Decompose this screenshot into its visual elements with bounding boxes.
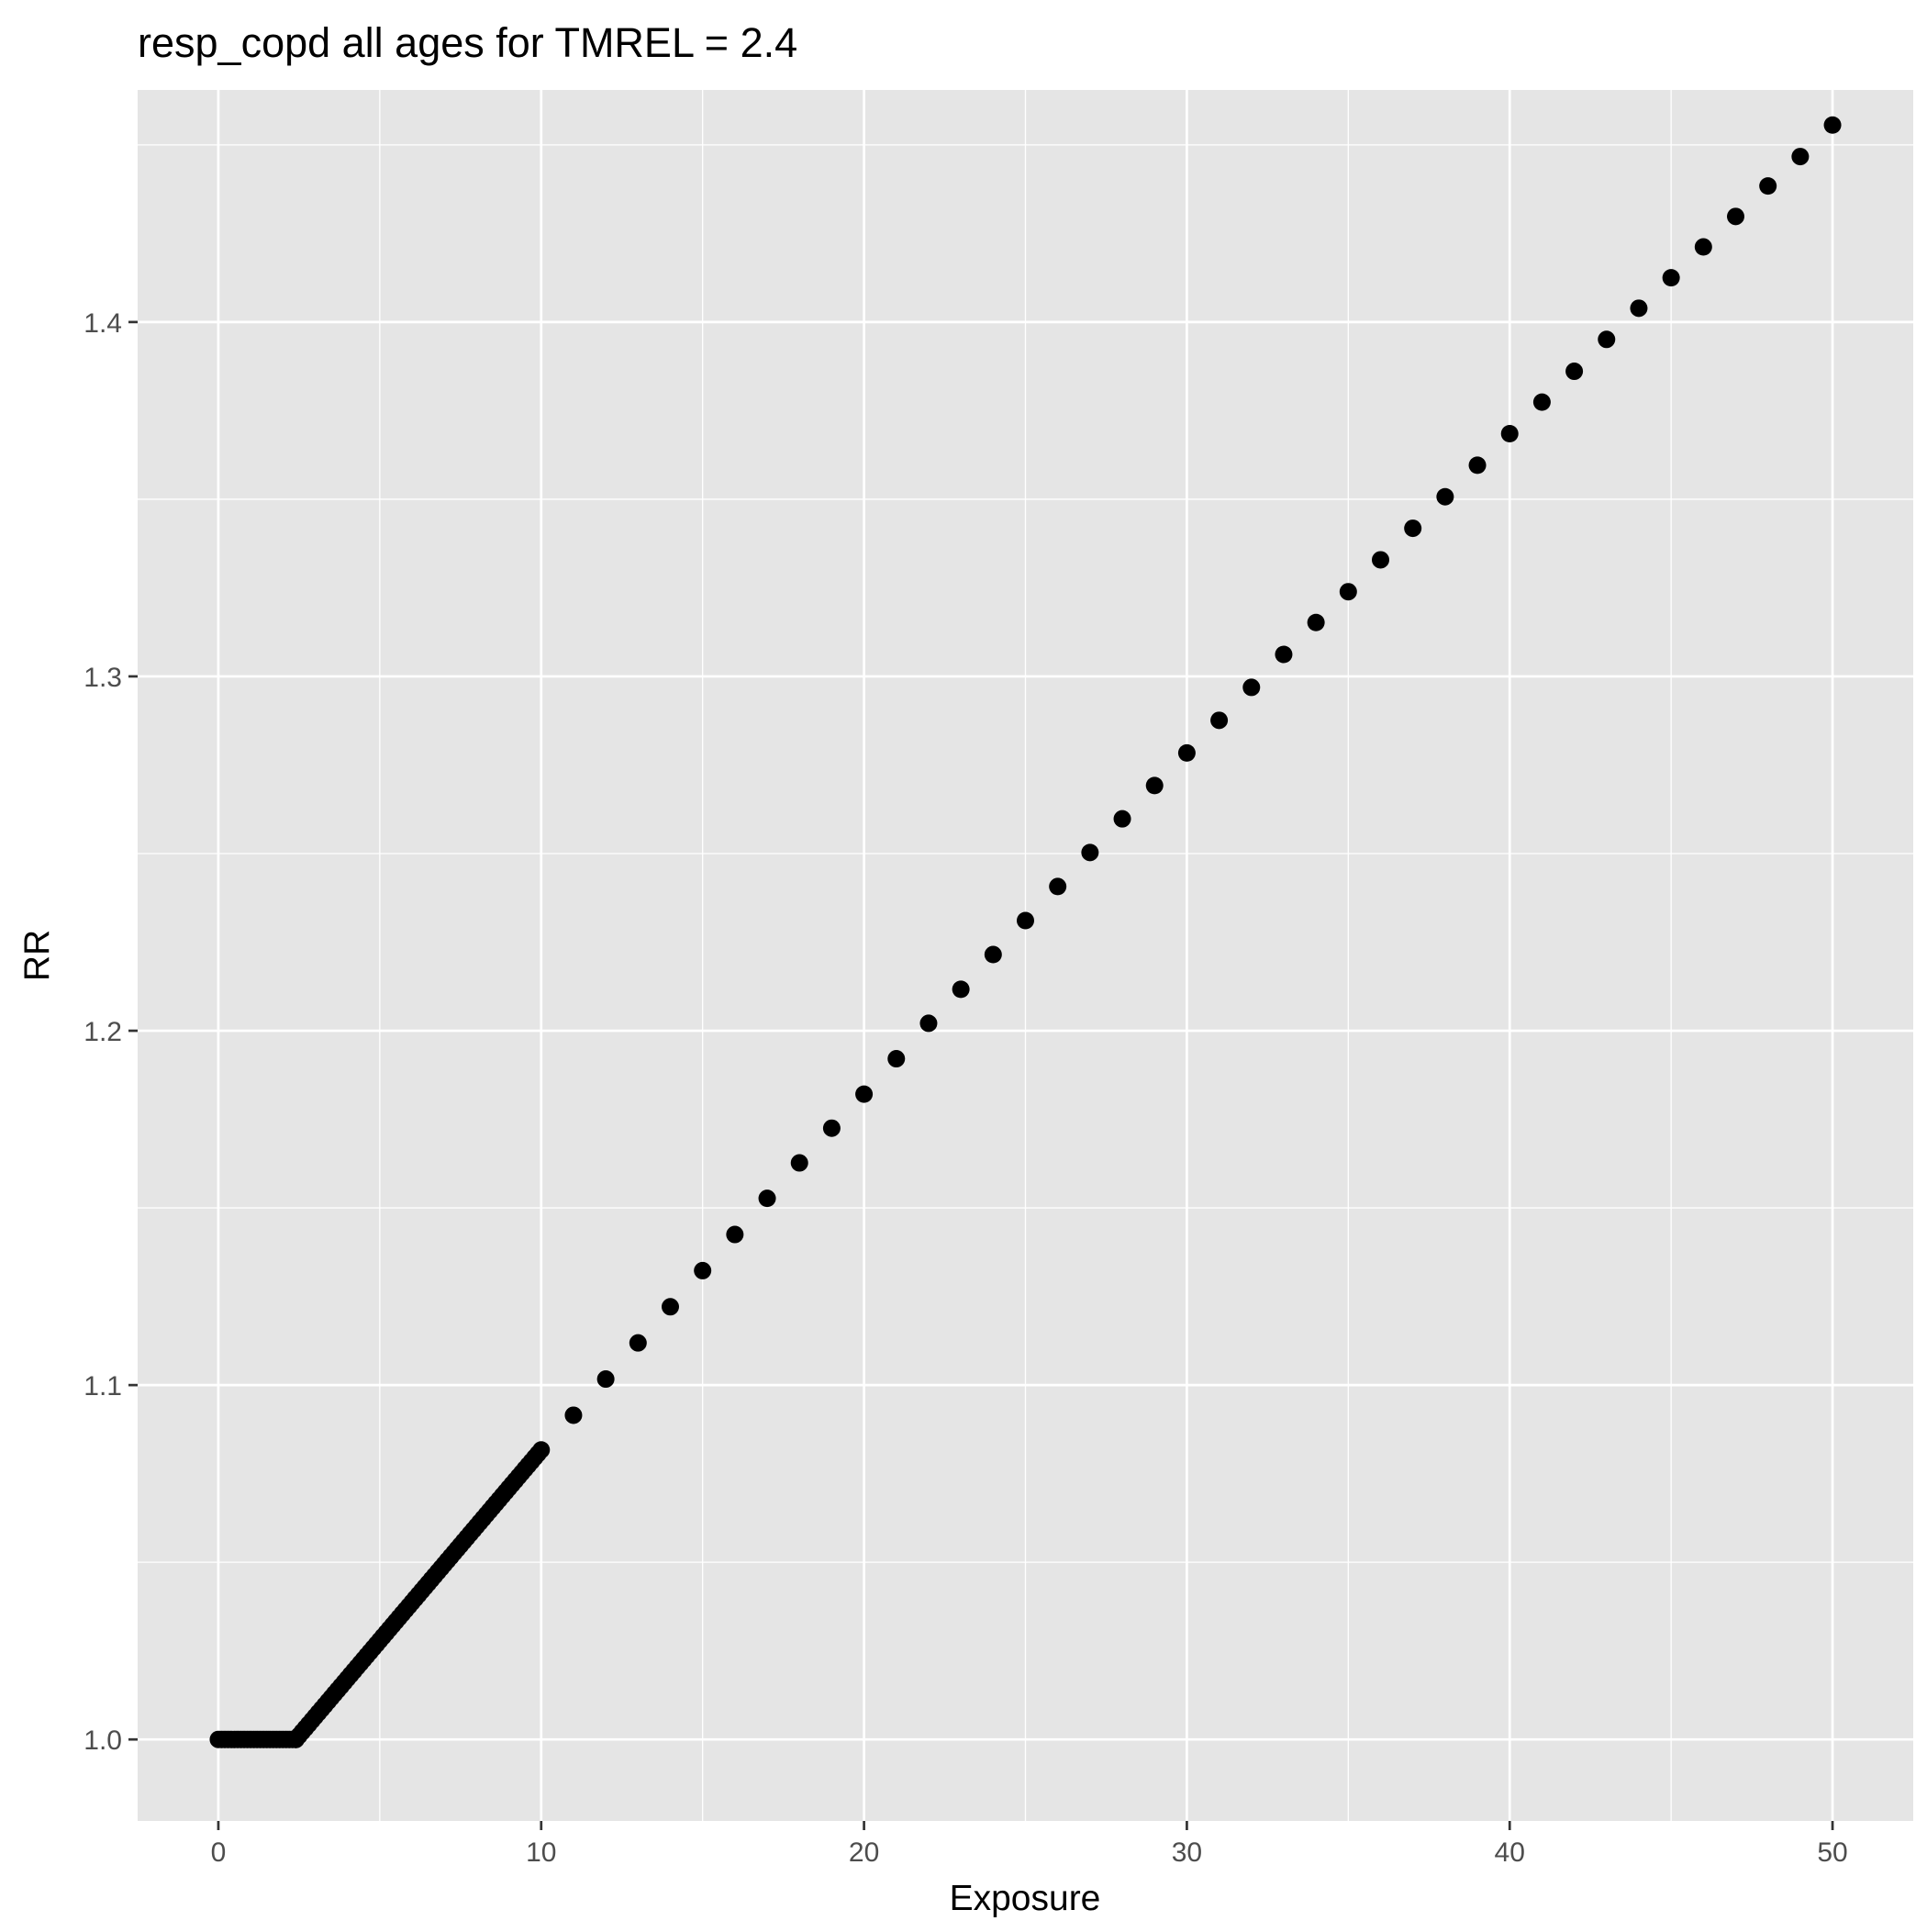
y-tick-label: 1.1 [84, 1371, 122, 1402]
data-point [564, 1406, 583, 1424]
data-point [887, 1050, 906, 1068]
x-tick-label: 30 [1172, 1837, 1202, 1868]
data-point [1242, 678, 1261, 697]
data-point [1565, 363, 1584, 381]
x-axis-title: Exposure [950, 1879, 1101, 1918]
major-gridlines [138, 90, 1913, 1821]
y-tick-label: 1.0 [84, 1725, 122, 1756]
data-point [1823, 116, 1842, 134]
x-axis: 0 10 20 30 40 50 [211, 1821, 1848, 1868]
data-point [822, 1119, 841, 1137]
data-point [1694, 238, 1712, 256]
data-point [758, 1189, 776, 1208]
data-point [629, 1334, 647, 1352]
data-point [1598, 330, 1616, 349]
data-point [1436, 487, 1454, 506]
y-axis: 1.0 1.1 1.2 1.3 1.4 [84, 308, 138, 1756]
data-point [952, 980, 970, 999]
data-point [596, 1370, 615, 1389]
data-point [1468, 456, 1487, 475]
data-point [1662, 269, 1680, 287]
data-point [1081, 843, 1099, 862]
data-point [1404, 519, 1422, 538]
data-point [919, 1014, 938, 1033]
data-point [1727, 207, 1744, 226]
data-points [209, 116, 1842, 1748]
data-point [726, 1225, 744, 1244]
x-tick-label: 50 [1817, 1837, 1847, 1868]
y-tick-label: 1.3 [84, 663, 122, 693]
data-point [1177, 743, 1196, 762]
x-tick-label: 20 [849, 1837, 879, 1868]
data-point [855, 1085, 874, 1103]
chart-title: resp_copd all ages for TMREL = 2.4 [138, 19, 797, 66]
data-point [1275, 645, 1293, 664]
data-point [532, 1441, 551, 1459]
x-tick-label: 0 [211, 1837, 227, 1868]
y-tick-label: 1.4 [84, 308, 122, 339]
minor-gridlines [138, 90, 1913, 1821]
data-point [790, 1154, 808, 1172]
data-point [662, 1298, 679, 1316]
data-point [1017, 911, 1034, 930]
data-point [1113, 810, 1131, 828]
data-point [1630, 299, 1648, 318]
data-point [1049, 877, 1067, 896]
data-point [1210, 711, 1229, 730]
data-point [694, 1261, 712, 1279]
data-point [1307, 613, 1325, 631]
x-tick-label: 40 [1495, 1837, 1525, 1868]
y-axis-title: RR [17, 930, 57, 981]
x-tick-label: 10 [526, 1837, 556, 1868]
data-point [1759, 177, 1777, 195]
data-point [984, 945, 1002, 964]
data-point [1791, 148, 1810, 166]
data-point [1500, 424, 1519, 442]
data-point [1145, 776, 1164, 795]
data-point [1372, 551, 1389, 569]
y-tick-label: 1.2 [84, 1017, 122, 1047]
data-point [1339, 583, 1357, 601]
data-point [1532, 393, 1551, 411]
